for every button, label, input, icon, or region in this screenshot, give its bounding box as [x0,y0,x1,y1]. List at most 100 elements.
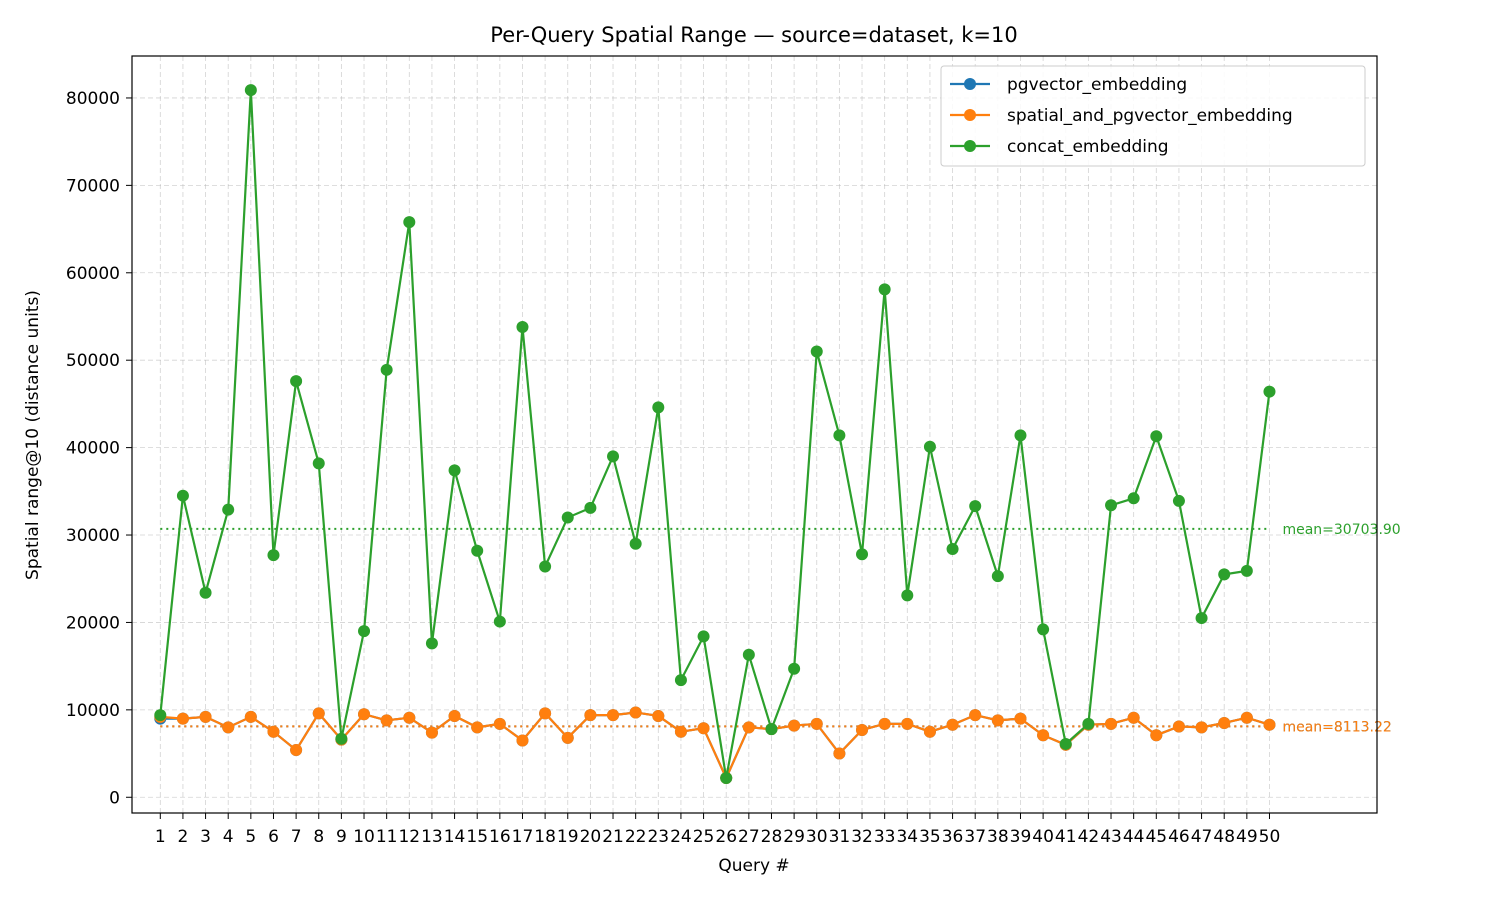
data-point [199,586,212,599]
data-point [788,719,801,732]
data-point [561,511,574,524]
x-tick-label: 6 [268,827,279,847]
data-point [629,537,642,550]
data-point [1082,717,1095,730]
x-tick-label: 31 [829,827,851,847]
x-tick-label: 11 [376,827,398,847]
x-tick-label: 43 [1100,827,1122,847]
data-point [856,548,869,561]
legend: pgvector_embedding spatial_and_pgvector_e… [940,65,1366,167]
data-point [810,717,823,730]
data-point [878,717,891,730]
y-tick-label: 40000 [66,439,120,459]
x-tick-label: 26 [715,827,737,847]
data-point [1150,430,1163,443]
legend-swatch-marker [964,109,976,121]
data-point [1218,568,1231,581]
data-point [312,457,325,470]
data-point [991,570,1004,583]
x-tick-label: 20 [580,827,602,847]
data-point [1195,721,1208,734]
data-point [403,711,416,724]
data-point [290,375,303,388]
legend-label: spatial_and_pgvector_embedding [1007,106,1293,126]
plot-frame [131,55,1378,814]
x-tick-label: 50 [1259,827,1281,847]
data-point [471,721,484,734]
x-tick-label: 45 [1145,827,1167,847]
x-tick-label: 33 [874,827,896,847]
data-point [380,363,393,376]
x-tick-label: 49 [1236,827,1258,847]
data-point [425,637,438,650]
x-tick-label: 30 [806,827,828,847]
y-tick-label: 20000 [66,613,120,633]
chart-title: Per-Query Spatial Range — source=dataset… [490,23,1017,47]
y-tick-label: 50000 [66,351,120,371]
data-point [539,707,552,720]
x-tick-label: 27 [738,827,760,847]
data-point [652,709,665,722]
data-point [991,714,1004,727]
x-tick-label: 2 [178,827,189,847]
mean-label: mean=8113.22 [1282,719,1391,735]
y-tick-label: 60000 [66,264,120,284]
data-point [199,710,212,723]
series-lines [154,84,1276,785]
data-point [1240,564,1253,577]
data-point [1105,499,1118,512]
axis-ticks: 1 2 3 4 5 6 7 8 9 10 11 12 13 14 15 16 17 18 19 20 21 22 23 24 2… [66,89,1280,847]
data-point [244,710,257,723]
grid [132,56,1377,813]
data-point [584,709,597,722]
x-tick-label: 18 [534,827,556,847]
x-tick-label: 44 [1123,827,1145,847]
data-point [652,401,665,414]
data-point [969,500,982,513]
data-point [403,216,416,229]
data-point [380,714,393,727]
x-tick-label: 1 [155,827,166,847]
data-point [1218,716,1231,729]
data-point [923,725,936,738]
x-tick-label: 36 [942,827,964,847]
x-axis-label: Query # [718,856,789,876]
y-axis-label: Spatial range@10 (distance units) [23,290,43,580]
data-point [471,544,484,557]
data-point [674,674,687,687]
x-tick-label: 22 [625,827,647,847]
data-point [1195,612,1208,625]
data-point [1263,718,1276,731]
data-point [267,549,280,562]
series-line [160,711,1270,781]
y-tick-label: 70000 [66,176,120,196]
x-tick-label: 34 [896,827,918,847]
x-tick-label: 7 [291,827,302,847]
x-tick-label: 32 [851,827,873,847]
x-tick-label: 9 [336,827,347,847]
x-tick-label: 12 [398,827,420,847]
data-point [358,708,371,721]
x-tick-label: 16 [489,827,511,847]
y-tick-label: 80000 [66,89,120,109]
data-point [176,489,189,502]
data-point [810,345,823,358]
data-point [335,732,348,745]
x-tick-label: 15 [466,827,488,847]
x-tick-label: 37 [964,827,986,847]
x-tick-label: 21 [602,827,624,847]
data-point [1172,494,1185,507]
x-tick-label: 24 [670,827,692,847]
data-point [1059,737,1072,750]
data-point [1105,717,1118,730]
data-point [516,320,529,333]
data-point [607,450,620,463]
data-point [584,501,597,514]
mean-label: mean=30703.90 [1282,522,1400,538]
data-point [1127,492,1140,505]
data-point [607,709,620,722]
x-tick-label: 38 [987,827,1009,847]
y-tick-label: 10000 [66,701,120,721]
data-point [1240,711,1253,724]
